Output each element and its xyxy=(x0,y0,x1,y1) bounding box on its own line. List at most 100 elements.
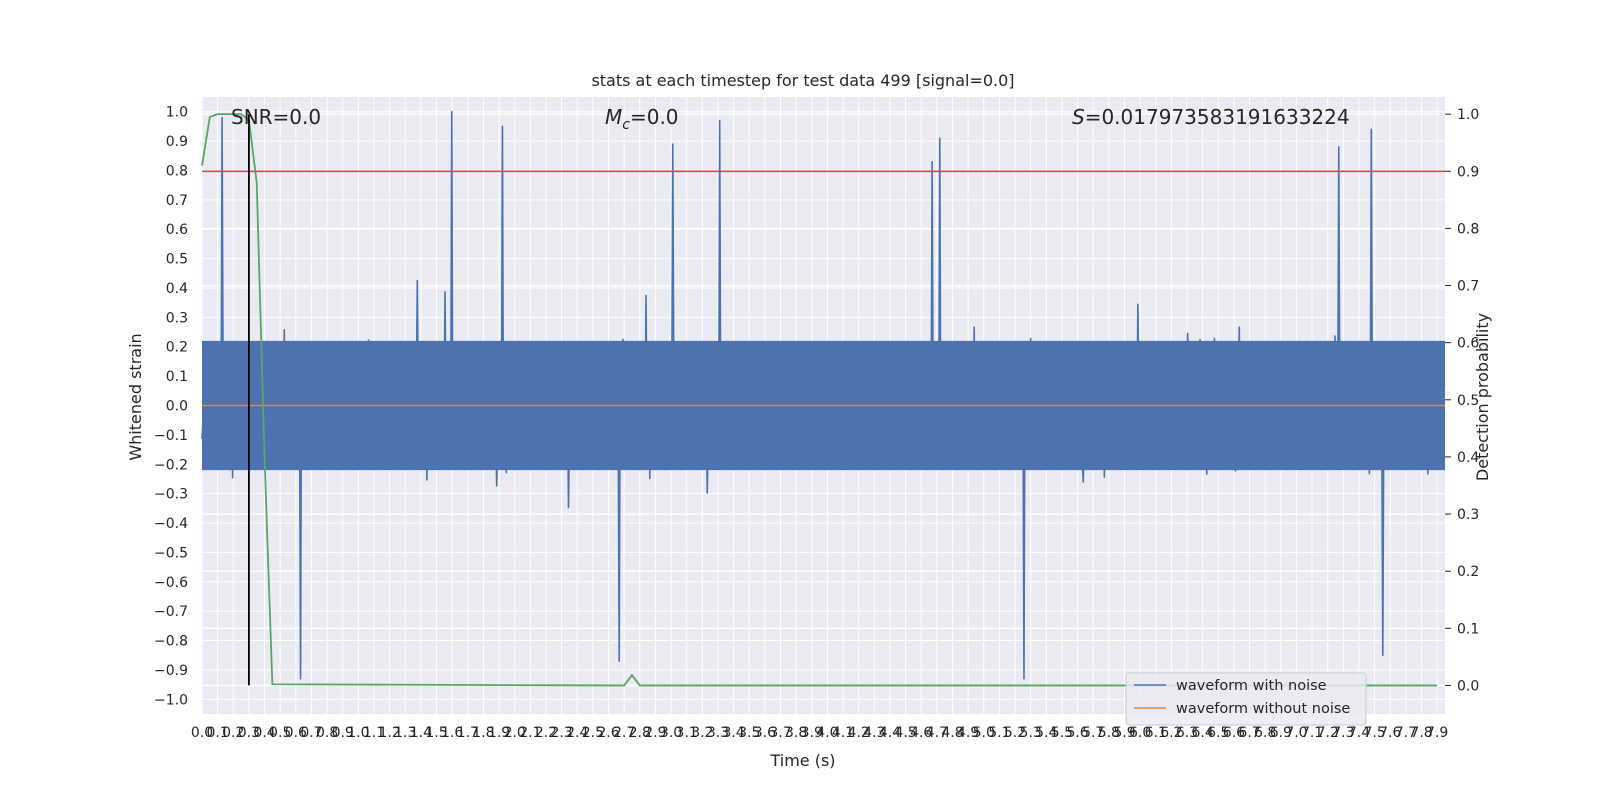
y-tick-label-right: 1.0 xyxy=(1457,107,1479,123)
x-tick-label: 4.8 xyxy=(941,725,963,741)
y-tick-label-left: 0.0 xyxy=(166,399,188,415)
y-tick-label-left: 0.6 xyxy=(166,222,188,238)
x-tick-label: 0.4 xyxy=(253,725,275,741)
x-tick-label: 2.3 xyxy=(550,725,572,741)
x-tick-label: 5.8 xyxy=(1098,725,1120,741)
x-tick-label: 4.7 xyxy=(926,725,948,741)
score-symbol: S xyxy=(1072,105,1085,129)
x-tick-label: 1.2 xyxy=(378,725,400,741)
y-tick-label-right: 0.5 xyxy=(1457,393,1479,409)
x-tick-label: 7.2 xyxy=(1317,725,1339,741)
legend-label-noise: waveform with noise xyxy=(1176,678,1327,694)
x-tick-label: 3.1 xyxy=(676,725,698,741)
x-tick-label: 6.8 xyxy=(1254,725,1276,741)
x-tick-label: 6.5 xyxy=(1207,725,1229,741)
y-tick-label-left: −0.8 xyxy=(154,634,188,650)
x-tick-label: 1.0 xyxy=(347,725,369,741)
y-tick-label-left: 0.7 xyxy=(166,193,188,209)
x-tick-label: 6.6 xyxy=(1223,725,1245,741)
x-tick-label: 1.1 xyxy=(363,725,385,741)
x-tick-label: 3.5 xyxy=(738,725,760,741)
x-tick-label: 6.0 xyxy=(1129,725,1151,741)
score-annotation: S=0.017973583191633224 xyxy=(1072,105,1350,129)
x-axis-label: Time (s) xyxy=(769,751,835,770)
x-tick-label: 3.3 xyxy=(707,725,729,741)
y-tick-label-left: −0.5 xyxy=(154,545,188,561)
x-tick-label: 1.3 xyxy=(394,725,416,741)
y-tick-label-left: 0.1 xyxy=(166,369,188,385)
x-tick-label: 4.6 xyxy=(910,725,932,741)
x-tick-label: 1.5 xyxy=(425,725,447,741)
x-tick-label: 1.8 xyxy=(472,725,494,741)
x-tick-label: 4.9 xyxy=(957,725,979,741)
series-detection-probability xyxy=(201,113,1438,687)
x-tick-label: 0.6 xyxy=(285,725,307,741)
y-tick-label-left: 0.4 xyxy=(166,281,188,297)
x-tick-label: 5.7 xyxy=(1082,725,1104,741)
x-tick-label: 2.8 xyxy=(629,725,651,741)
chirp-mass-value: =0.0 xyxy=(630,105,679,129)
x-tick-label: 7.9 xyxy=(1426,725,1448,741)
y-tick-label-left: 1.0 xyxy=(166,105,188,121)
chart-title: stats at each timestep for test data 499… xyxy=(591,71,1014,90)
y-tick-label-right: 0.9 xyxy=(1457,164,1479,180)
y-tick-label-left: −0.1 xyxy=(154,428,188,444)
x-tick-label: 6.4 xyxy=(1192,725,1214,741)
x-tick-label: 1.6 xyxy=(441,725,463,741)
x-tick-label: 2.0 xyxy=(504,725,526,741)
x-tick-label: 5.1 xyxy=(988,725,1010,741)
x-tick-label: 7.7 xyxy=(1395,725,1417,741)
x-tick-label: 4.1 xyxy=(832,725,854,741)
legend-box xyxy=(1125,672,1367,726)
x-tick-label: 5.6 xyxy=(1066,725,1088,741)
x-tick-label: 4.4 xyxy=(879,725,901,741)
x-tick-label: 3.2 xyxy=(691,725,713,741)
y-tick-label-left: −0.3 xyxy=(154,487,188,503)
x-tick-label: 2.2 xyxy=(535,725,557,741)
x-tick-label: 3.7 xyxy=(769,725,791,741)
y-tick-label-left: 0.5 xyxy=(166,252,188,268)
chirp-mass-annotation: Mc=0.0 xyxy=(605,105,679,133)
y-tick-label-right: 0.1 xyxy=(1457,621,1479,637)
x-tick-label: 5.5 xyxy=(1051,725,1073,741)
x-tick-label: 3.8 xyxy=(785,725,807,741)
chirp-mass-subscript: c xyxy=(622,117,630,133)
x-tick-label: 5.9 xyxy=(1113,725,1135,741)
series-waveform-with-noise xyxy=(201,110,1446,680)
y-tick-label-left: −0.7 xyxy=(154,604,188,620)
y-tick-label-left: 0.2 xyxy=(166,340,188,356)
y-tick-label-right: 0.0 xyxy=(1457,678,1479,694)
x-tick-label: 3.0 xyxy=(660,725,682,741)
y-tick-label-right: 0.7 xyxy=(1457,279,1479,295)
x-tick-label: 2.7 xyxy=(613,725,635,741)
y-axis-label-left: Whitened strain xyxy=(126,333,145,460)
x-tick-label: 0.8 xyxy=(316,725,338,741)
x-tick-label: 1.9 xyxy=(488,725,510,741)
x-tick-label: 4.0 xyxy=(816,725,838,741)
y-tick-label-right: 0.8 xyxy=(1457,221,1479,237)
y-tick-label-left: 0.8 xyxy=(166,163,188,179)
x-tick-label: 4.3 xyxy=(863,725,885,741)
x-tick-label: 0.3 xyxy=(238,725,260,741)
x-tick-label: 0.7 xyxy=(300,725,322,741)
score-value: =0.017973583191633224 xyxy=(1085,105,1350,129)
x-tick-label: 4.5 xyxy=(894,725,916,741)
x-tick-label: 6.9 xyxy=(1270,725,1292,741)
y-tick-label-left: 0.3 xyxy=(166,310,188,326)
x-tick-label: 2.6 xyxy=(597,725,619,741)
y-tick-label-left: −0.9 xyxy=(154,663,188,679)
y-tick-label-right: 0.3 xyxy=(1457,507,1479,523)
x-tick-label: 5.0 xyxy=(973,725,995,741)
x-tick-label: 5.2 xyxy=(1004,725,1026,741)
y-tick-label-right: 0.6 xyxy=(1457,336,1479,352)
y-axis-label-right: Detection probability xyxy=(1473,313,1492,481)
x-tick-label: 7.4 xyxy=(1348,725,1370,741)
x-tick-label: 7.3 xyxy=(1332,725,1354,741)
chirp-mass-symbol: M xyxy=(605,105,622,129)
y-tick-label-left: −0.6 xyxy=(154,575,188,591)
x-tick-label: 3.4 xyxy=(722,725,744,741)
y-tick-label-left: −1.0 xyxy=(154,692,188,708)
x-tick-label: 7.6 xyxy=(1379,725,1401,741)
x-tick-label: 3.9 xyxy=(801,725,823,741)
